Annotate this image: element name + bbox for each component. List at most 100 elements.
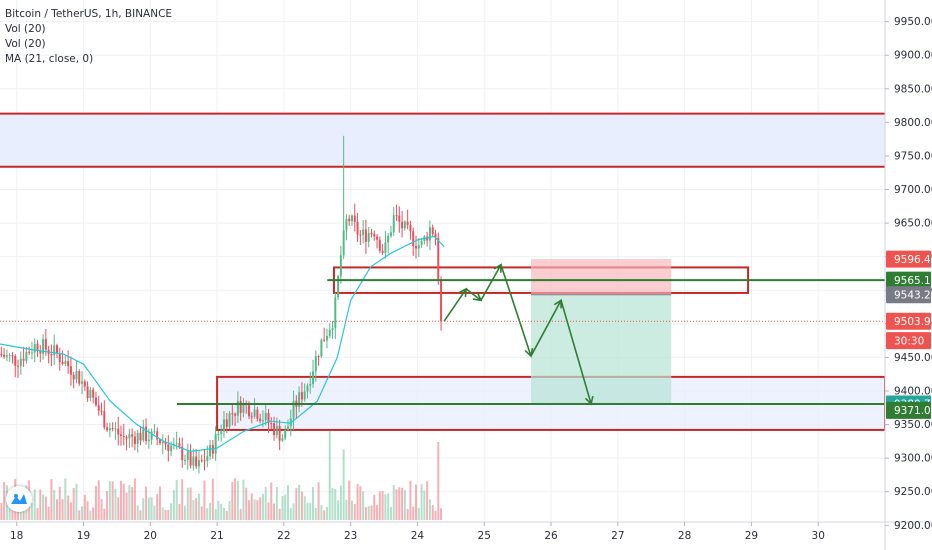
volume-bar: [78, 510, 81, 520]
volume-bar: [289, 508, 292, 520]
volume-bar: [225, 510, 228, 520]
candle-body: [106, 427, 109, 431]
chart-grid: [0, 0, 885, 526]
candle-body: [120, 434, 122, 436]
candle-body: [284, 430, 287, 439]
candle-body: [114, 428, 117, 430]
volume-bar: [158, 486, 161, 520]
candle-body: [256, 409, 259, 419]
volume-bar: [253, 499, 256, 520]
candle-body: [53, 345, 56, 356]
legend-indicator-ma[interactable]: MA (21, close, 0): [5, 53, 94, 65]
candle-body: [108, 428, 111, 431]
volume-bar: [89, 510, 92, 520]
volume-bar: [364, 507, 367, 520]
candle-body: [412, 231, 415, 247]
candle-body: [167, 444, 170, 451]
volume-bar: [306, 503, 309, 520]
candle-body: [359, 234, 362, 236]
candle-body: [61, 362, 64, 364]
candle-body: [86, 386, 89, 399]
price-label-box: [886, 312, 931, 330]
candle-body: [142, 426, 145, 441]
volume-bar: [47, 506, 50, 520]
candle-body: [30, 352, 33, 354]
volume-bar: [42, 494, 45, 520]
candle-body: [376, 236, 379, 240]
annotation-zones[interactable]: [0, 112, 886, 431]
candle-body: [150, 431, 153, 440]
legend-symbol[interactable]: Bitcoin / TetherUS, 1h, BINANCE: [5, 8, 173, 20]
volume-bar: [389, 506, 392, 520]
candle-body: [278, 426, 281, 441]
volume-bar: [209, 502, 212, 520]
volume-bar: [381, 491, 384, 520]
volume-bar: [409, 480, 412, 520]
candle-body: [44, 339, 47, 350]
volume-bar: [153, 505, 156, 520]
volume-bar: [75, 483, 78, 520]
legend-indicator-volume[interactable]: Vol (20): [5, 23, 46, 35]
volume-bar: [200, 506, 203, 520]
candle-body: [128, 434, 131, 439]
volume-bar: [175, 479, 178, 520]
candle-body: [89, 389, 92, 399]
trend-lines[interactable]: [0, 279, 885, 405]
volume-bar: [370, 505, 373, 520]
volume-bar: [345, 499, 348, 520]
candle-body: [434, 233, 437, 238]
candle-body: [364, 229, 367, 242]
price-tick-label: 9250.00: [894, 486, 932, 498]
candle-body: [337, 276, 340, 298]
candle-body: [381, 250, 384, 253]
projection-segment: [443, 288, 467, 322]
volume-bar: [367, 506, 370, 520]
candle-body: [325, 335, 328, 341]
volume-bar: [100, 499, 103, 520]
candle-body: [83, 381, 86, 387]
projection-segment: [560, 300, 592, 405]
volume-bar: [195, 498, 198, 520]
time-tick-label: 26: [544, 530, 558, 542]
volume-bar: [136, 505, 139, 520]
volume-bar: [373, 494, 376, 520]
candle-body: [8, 355, 11, 357]
projection-arrows[interactable]: [443, 263, 594, 406]
volume-bar: [53, 489, 56, 520]
candle-body: [225, 419, 228, 427]
candle-body: [200, 460, 203, 462]
candle-body: [94, 397, 97, 406]
chart-legend: Bitcoin / TetherUS, 1h, BINANCE Vol (20)…: [5, 7, 172, 67]
volume-bars: [0, 430, 443, 520]
candle-body: [92, 389, 95, 398]
candle-body: [395, 215, 398, 217]
volume-bar: [44, 496, 47, 520]
volume-bar: [108, 481, 111, 520]
candle-body: [378, 239, 381, 251]
tradingview-logo[interactable]: [6, 486, 32, 512]
candle-body: [36, 343, 39, 351]
volume-bar: [351, 500, 353, 520]
volume-bar: [337, 500, 340, 520]
legend-indicator-volume[interactable]: Vol (20): [5, 38, 46, 50]
candle-body: [19, 358, 22, 367]
volume-bar: [131, 487, 134, 520]
volume-bar: [83, 494, 86, 520]
price-label-box: [886, 332, 931, 350]
volume-bar: [81, 506, 84, 520]
candle-body: [300, 392, 303, 400]
time-tick-label: 30: [812, 530, 825, 542]
volume-bar: [61, 499, 64, 520]
projection-segment: [480, 264, 502, 301]
volume-bar: [323, 510, 326, 520]
candle-body: [323, 339, 326, 341]
volume-bar: [242, 479, 245, 520]
volume-bar: [106, 491, 109, 520]
candle-body: [22, 358, 25, 361]
price-label-box: [886, 286, 931, 304]
time-tick-label: 22: [277, 530, 290, 542]
candle-body: [192, 456, 195, 466]
volume-bar: [172, 490, 175, 520]
candle-body: [259, 418, 262, 421]
